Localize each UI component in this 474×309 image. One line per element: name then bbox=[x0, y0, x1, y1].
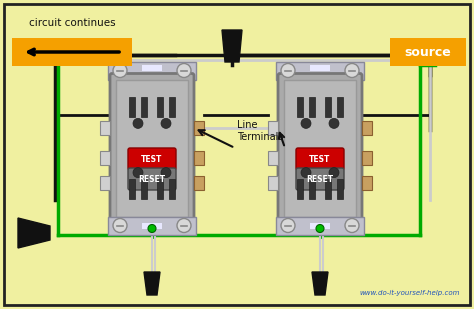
FancyBboxPatch shape bbox=[128, 148, 176, 170]
Bar bbox=[284, 79, 356, 217]
Circle shape bbox=[301, 118, 311, 129]
FancyBboxPatch shape bbox=[296, 148, 344, 170]
Circle shape bbox=[161, 118, 171, 129]
Bar bbox=[169, 97, 175, 117]
Circle shape bbox=[329, 167, 339, 178]
Circle shape bbox=[345, 64, 359, 78]
Polygon shape bbox=[144, 272, 160, 295]
Bar bbox=[297, 97, 303, 117]
Polygon shape bbox=[222, 30, 242, 62]
Text: TEST: TEST bbox=[310, 154, 331, 163]
Bar bbox=[309, 97, 315, 117]
FancyBboxPatch shape bbox=[296, 168, 344, 190]
Bar bbox=[142, 222, 162, 228]
Circle shape bbox=[281, 64, 295, 78]
Circle shape bbox=[301, 167, 311, 178]
Circle shape bbox=[133, 118, 143, 129]
Text: source: source bbox=[405, 45, 451, 58]
Bar bbox=[325, 97, 331, 117]
Bar bbox=[390, 38, 466, 66]
Bar bbox=[100, 176, 110, 190]
Bar bbox=[362, 151, 372, 165]
Circle shape bbox=[113, 64, 127, 78]
Bar bbox=[268, 176, 278, 190]
Polygon shape bbox=[18, 218, 50, 248]
Bar bbox=[157, 179, 163, 199]
Text: TEST: TEST bbox=[141, 154, 163, 163]
Bar bbox=[129, 179, 135, 199]
Bar bbox=[268, 151, 278, 165]
Circle shape bbox=[133, 167, 143, 178]
Circle shape bbox=[316, 225, 324, 232]
Bar bbox=[362, 176, 372, 190]
Bar bbox=[194, 151, 204, 165]
Bar bbox=[141, 179, 147, 199]
Circle shape bbox=[148, 225, 156, 232]
Circle shape bbox=[177, 218, 191, 232]
FancyBboxPatch shape bbox=[128, 168, 176, 190]
Bar bbox=[194, 176, 204, 190]
Bar bbox=[100, 151, 110, 165]
Bar bbox=[108, 217, 196, 235]
Circle shape bbox=[345, 218, 359, 232]
Text: circuit continues: circuit continues bbox=[29, 18, 115, 28]
Bar bbox=[362, 121, 372, 135]
Bar bbox=[129, 97, 135, 117]
Bar bbox=[337, 179, 343, 199]
Bar bbox=[309, 179, 315, 199]
Circle shape bbox=[177, 64, 191, 78]
Bar bbox=[297, 179, 303, 199]
Polygon shape bbox=[312, 272, 328, 295]
Text: www.do-it-yourself-help.com: www.do-it-yourself-help.com bbox=[359, 290, 460, 296]
Bar bbox=[194, 121, 204, 135]
Bar bbox=[325, 179, 331, 199]
Bar bbox=[12, 38, 132, 66]
FancyBboxPatch shape bbox=[110, 74, 194, 222]
Circle shape bbox=[161, 167, 171, 178]
FancyBboxPatch shape bbox=[278, 74, 362, 222]
Bar bbox=[100, 121, 110, 135]
Bar bbox=[276, 61, 364, 79]
Bar bbox=[169, 179, 175, 199]
Text: RESET: RESET bbox=[138, 175, 165, 184]
Bar bbox=[310, 222, 330, 228]
Text: Line
Terminals: Line Terminals bbox=[237, 120, 283, 142]
Bar bbox=[268, 121, 278, 135]
Bar bbox=[141, 97, 147, 117]
Bar bbox=[337, 97, 343, 117]
Bar bbox=[108, 61, 196, 79]
Bar bbox=[276, 217, 364, 235]
Bar bbox=[310, 65, 330, 70]
Bar bbox=[116, 79, 188, 217]
Bar bbox=[142, 65, 162, 70]
Bar bbox=[157, 97, 163, 117]
Circle shape bbox=[113, 218, 127, 232]
Circle shape bbox=[281, 218, 295, 232]
Text: RESET: RESET bbox=[306, 175, 334, 184]
Circle shape bbox=[329, 118, 339, 129]
